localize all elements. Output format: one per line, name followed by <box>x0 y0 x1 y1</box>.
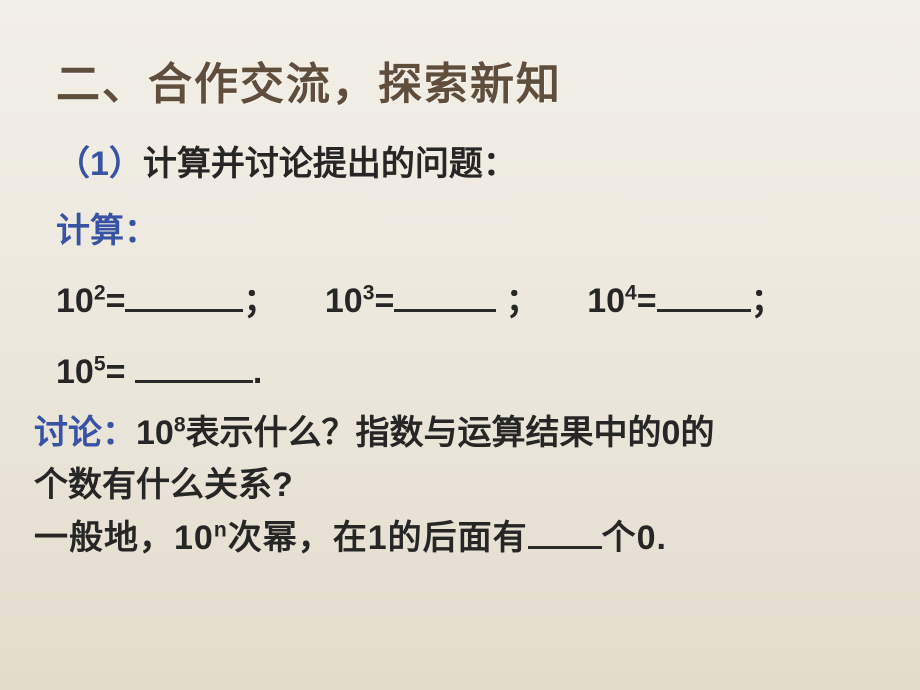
discuss-row-1: 讨论：108表示什么？指数与运算结果中的0的 <box>34 407 886 460</box>
equations-row-1: 102=； 103= ； 104=； <box>56 275 886 328</box>
rule-row: 一般地，10n次幂，在1的后面有个0. <box>34 512 886 565</box>
compute-label: 计算： <box>56 212 158 250</box>
equations-row-2: 105= . <box>56 346 886 399</box>
subtitle-text: 计算并讨论提出的问题： <box>143 145 517 183</box>
eq-1: 102=； <box>56 282 277 320</box>
eq-3: 104=； <box>587 282 784 320</box>
discuss-label: 讨论： <box>34 414 136 452</box>
eq-4: 105= . <box>56 353 262 391</box>
blank-2 <box>394 281 496 312</box>
blank-1 <box>125 281 243 312</box>
subtitle-number: （1） <box>56 145 143 183</box>
eq-2: 103= ； <box>325 282 540 320</box>
blank-rule <box>528 518 602 549</box>
subtitle-row: （1）计算并讨论提出的问题： <box>56 138 886 191</box>
section-title: 二、合作交流，探索新知 <box>56 48 886 112</box>
rule-text: 一般地，10n次幂，在1的后面有个0. <box>34 519 667 557</box>
slide: 二、合作交流，探索新知 （1）计算并讨论提出的问题： 计算： 102=； 103… <box>0 0 920 690</box>
discuss-text-1: 108表示什么？指数与运算结果中的0的 <box>136 414 714 452</box>
discuss-text-2: 个数有什么关系? <box>34 466 293 504</box>
compute-label-row: 计算： <box>56 205 886 258</box>
blank-4 <box>135 352 253 383</box>
blank-3 <box>657 281 751 312</box>
discuss-row-2: 个数有什么关系? <box>34 459 886 512</box>
